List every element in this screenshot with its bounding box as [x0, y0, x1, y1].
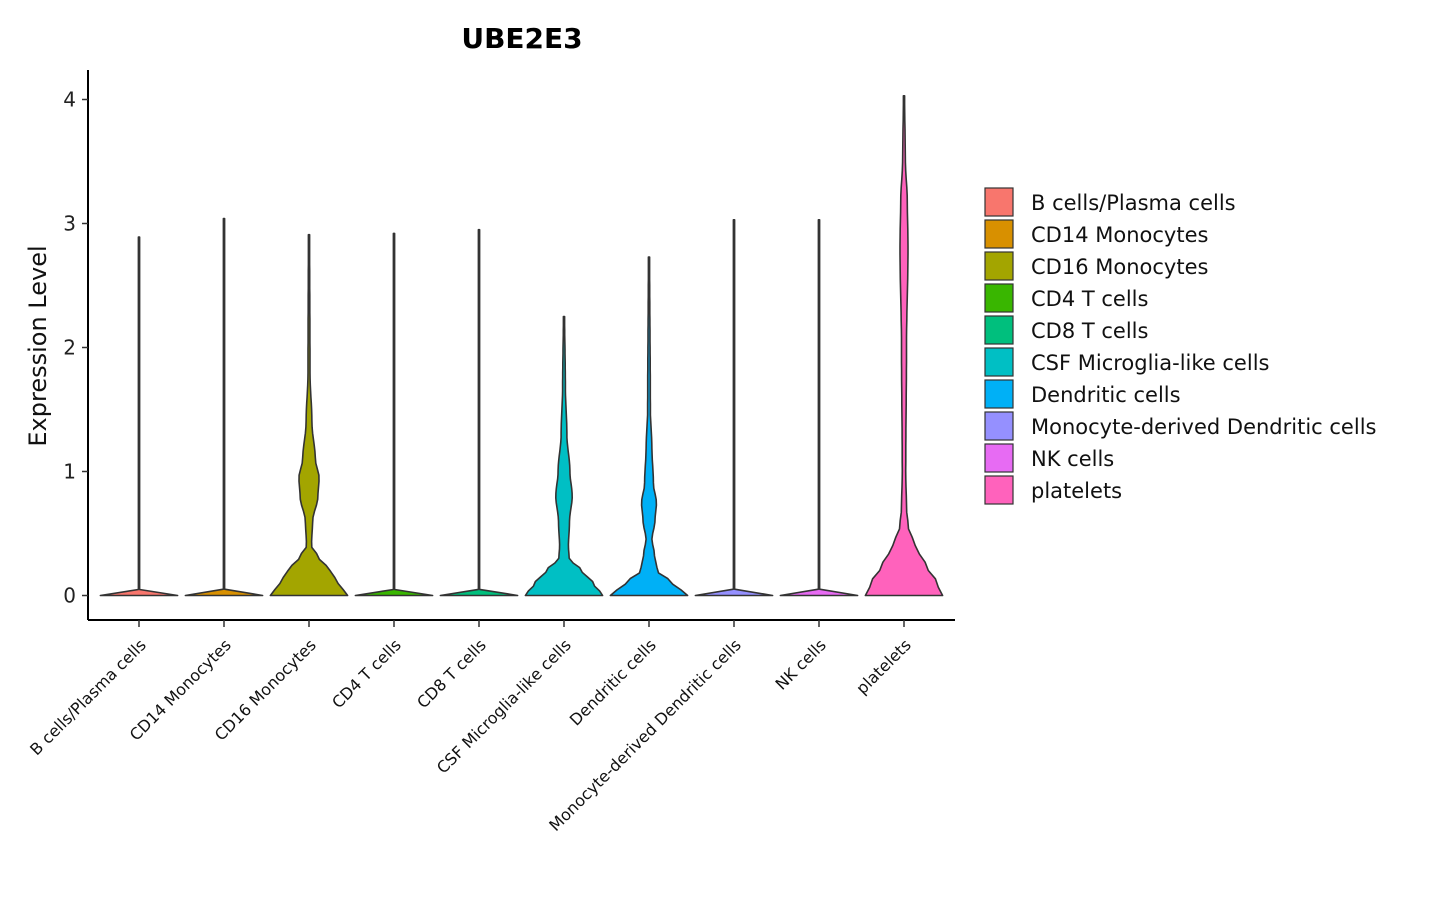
legend-label: Dendritic cells [1031, 383, 1181, 407]
violin-platelets [864, 95, 944, 597]
legend-label: Monocyte-derived Dendritic cells [1031, 415, 1376, 439]
legend-label: CD8 T cells [1031, 319, 1148, 343]
chart-title: UBE2E3 [461, 22, 582, 55]
y-tick-label: 1 [63, 460, 76, 484]
legend-swatch [984, 283, 1014, 313]
legend-swatch [984, 443, 1014, 473]
x-tick-label: Dendritic cells [566, 635, 660, 729]
violin-monocyte-derived-dendritic-cells [694, 219, 774, 597]
legend-label: CD4 T cells [1031, 287, 1148, 311]
violin-cd16-monocytes [269, 233, 349, 597]
violin-cd14-monocytes [184, 217, 264, 597]
legend-swatch [984, 219, 1014, 249]
violin-cd8-t-cells [439, 228, 519, 597]
x-tick-label: NK cells [772, 635, 830, 693]
legend-swatch [984, 315, 1014, 345]
y-tick-label: 4 [63, 88, 76, 112]
legend-swatch [984, 251, 1014, 281]
y-axis-label: Expression Level [24, 245, 52, 446]
legend-label: platelets [1031, 479, 1122, 503]
y-tick-label: 2 [63, 336, 76, 360]
legend-label: CD16 Monocytes [1031, 255, 1208, 279]
legend-swatch [984, 475, 1014, 505]
legend-label: CD14 Monocytes [1031, 223, 1208, 247]
legend-swatch [984, 411, 1014, 441]
legend: B cells/Plasma cells CD14 Monocytes CD16 M… [984, 187, 1376, 505]
y-tick-label: 3 [63, 212, 76, 236]
violin-cd4-t-cells [354, 232, 434, 597]
violin-b-cells-plasma-cells [99, 236, 179, 597]
x-tick-label: Monocyte-derived Dendritic cells [545, 635, 745, 835]
x-tick-label: platelets [852, 635, 915, 698]
legend-label: B cells/Plasma cells [1031, 191, 1236, 215]
violin-dendritic-cells [609, 256, 689, 597]
legend-swatch [984, 187, 1014, 217]
violin-nk-cells [779, 219, 859, 597]
legend-label: NK cells [1031, 447, 1114, 471]
legend-label: CSF Microglia-like cells [1031, 351, 1269, 375]
x-tick-label: B cells/Plasma cells [26, 635, 150, 759]
legend-swatch [984, 347, 1014, 377]
x-tick-label: CD4 T cells [328, 635, 405, 712]
y-tick-label: 0 [63, 584, 76, 608]
legend-swatch [984, 379, 1014, 409]
violin-csf-microglia-like-cells [524, 315, 604, 597]
x-tick-label: CD8 T cells [413, 635, 490, 712]
